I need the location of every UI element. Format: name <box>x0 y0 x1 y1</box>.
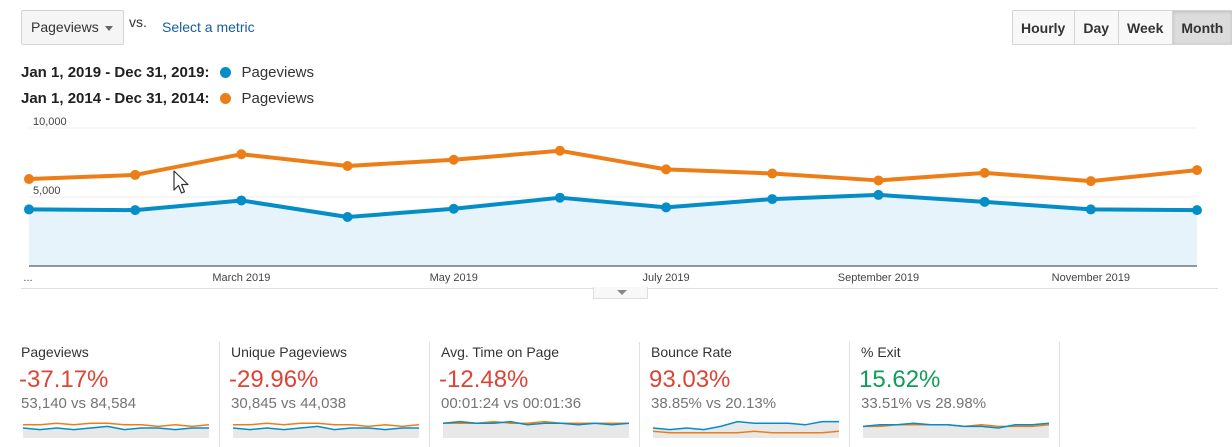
data-point <box>236 195 247 206</box>
data-point <box>130 169 141 180</box>
scorecard-sparkline <box>23 422 209 438</box>
data-point <box>236 149 247 160</box>
select-metric-link[interactable]: Select a metric <box>162 19 255 35</box>
sparkline-line <box>233 422 419 428</box>
x-tick-label: November 2019 <box>1052 272 1130 284</box>
scorecard-change-pct: -12.48% <box>439 366 529 393</box>
scorecard[interactable]: Unique Pageviews -29.96% 30,845 vs 44,038 <box>220 342 430 447</box>
data-point <box>767 194 778 205</box>
legend-series: Pageviews <box>241 89 315 107</box>
data-point <box>873 189 884 200</box>
scorecard-sparkline <box>443 420 629 438</box>
scorecard-title: Unique Pageviews <box>231 344 347 360</box>
data-point <box>979 167 990 178</box>
scorecard-comparison: 33.51% vs 28.98% <box>861 395 987 412</box>
sparkline-line <box>23 422 209 428</box>
data-point <box>554 145 565 156</box>
vs-label: vs. <box>129 14 147 30</box>
data-point <box>767 168 778 179</box>
legend-dot-icon <box>220 66 232 78</box>
data-point <box>661 164 672 175</box>
series-area <box>29 194 1197 266</box>
x-tick-label: July 2019 <box>643 272 690 284</box>
scorecard-title: Bounce Rate <box>651 344 732 360</box>
x-tick-label: May 2019 <box>430 272 478 284</box>
data-point <box>1192 205 1202 216</box>
data-point <box>1192 165 1202 176</box>
mouse-cursor-icon <box>173 170 189 194</box>
scorecards: Pageviews -37.17% 53,140 vs 84,584 Unique P… <box>0 342 1232 447</box>
data-point <box>554 192 565 203</box>
scorecard-title: Avg. Time on Page <box>441 344 560 360</box>
data-point <box>448 203 459 214</box>
data-point <box>661 202 672 213</box>
data-point <box>448 154 459 165</box>
scorecard-sparkline <box>653 420 839 438</box>
scorecard[interactable]: Pageviews -37.17% 53,140 vs 84,584 <box>10 342 220 447</box>
week-button[interactable]: Week <box>1119 11 1174 44</box>
line-chart-svg: 10,000 5,000... March 2019 May 2019 July 201… <box>23 116 1202 284</box>
x-tick-label: ... <box>23 272 32 284</box>
granularity-toggle: Hourly Day Week Month <box>1012 10 1232 45</box>
chevron-down-icon <box>617 290 627 295</box>
data-point <box>342 212 353 223</box>
data-point <box>1085 204 1096 215</box>
sparkline-line <box>653 430 839 434</box>
scorecard[interactable]: Avg. Time on Page -12.48% 00:01:24 vs 00:0… <box>430 342 640 447</box>
y-tick-label: 5,000 <box>33 185 61 197</box>
legend-dot-icon <box>220 92 232 104</box>
sparkline-area <box>863 423 1049 438</box>
metric-select[interactable]: Pageviews <box>21 10 124 45</box>
caret-down-icon <box>105 26 113 31</box>
sparkline-line <box>653 420 839 431</box>
data-point <box>24 174 34 185</box>
scorecard[interactable]: Bounce Rate 93.03% 38.85% vs 20.13% <box>640 342 850 447</box>
legend-range: Jan 1, 2014 - Dec 31, 2014: <box>21 89 210 107</box>
toolbar: Pageviews vs. Select a metric Hourly Day… <box>0 0 1232 50</box>
collapse-chart-tab[interactable] <box>593 287 648 299</box>
sparkline-line <box>863 422 1049 429</box>
legend-range: Jan 1, 2019 - Dec 31, 2019: <box>21 63 210 81</box>
scorecard-title: Pageviews <box>21 344 89 360</box>
legend-row-2019: Jan 1, 2019 - Dec 31, 2019: Pageviews <box>21 62 314 82</box>
series-line <box>28 148 1198 184</box>
sparkline-line <box>23 425 209 431</box>
series-line <box>28 192 1198 220</box>
scorecard-sparkline <box>863 422 1049 438</box>
data-point <box>130 205 141 216</box>
scorecard-comparison: 38.85% vs 20.13% <box>651 395 777 412</box>
sparkline-area <box>653 421 839 438</box>
scorecard-comparison: 53,140 vs 84,584 <box>21 395 137 412</box>
legend-row-2014: Jan 1, 2014 - Dec 31, 2014: Pageviews <box>21 88 314 108</box>
month-button[interactable]: Month <box>1173 11 1232 44</box>
data-point <box>1085 176 1096 187</box>
sparkline-line <box>233 425 419 431</box>
metric-select-value: Pageviews <box>31 19 99 35</box>
data-point <box>873 175 884 186</box>
scorecard[interactable]: % Exit 15.62% 33.51% vs 28.98% <box>850 342 1060 447</box>
scorecard-change-pct: -37.17% <box>19 366 109 393</box>
data-point <box>342 160 353 171</box>
scorecard-change-pct: -29.96% <box>229 366 319 393</box>
line-chart: 10,000 5,000... March 2019 May 2019 July 201… <box>0 110 1232 300</box>
scorecard-sparkline <box>233 422 419 438</box>
data-point <box>24 204 34 215</box>
day-button[interactable]: Day <box>1075 11 1120 44</box>
sparkline-area <box>443 421 629 438</box>
scorecard-comparison: 30,845 vs 44,038 <box>231 395 347 412</box>
y-tick-label: 10,000 <box>33 116 67 128</box>
legend-series: Pageviews <box>241 63 315 81</box>
data-point <box>979 196 990 207</box>
scorecard-change-pct: 15.62% <box>859 366 941 393</box>
x-tick-label: March 2019 <box>212 272 270 284</box>
x-tick-label: September 2019 <box>838 272 919 284</box>
hourly-button[interactable]: Hourly <box>1013 11 1076 44</box>
scorecard-title: % Exit <box>861 344 901 360</box>
scorecard-comparison: 00:01:24 vs 00:01:36 <box>441 395 582 412</box>
scorecard-change-pct: 93.03% <box>649 366 731 393</box>
sparkline-line <box>443 420 629 426</box>
